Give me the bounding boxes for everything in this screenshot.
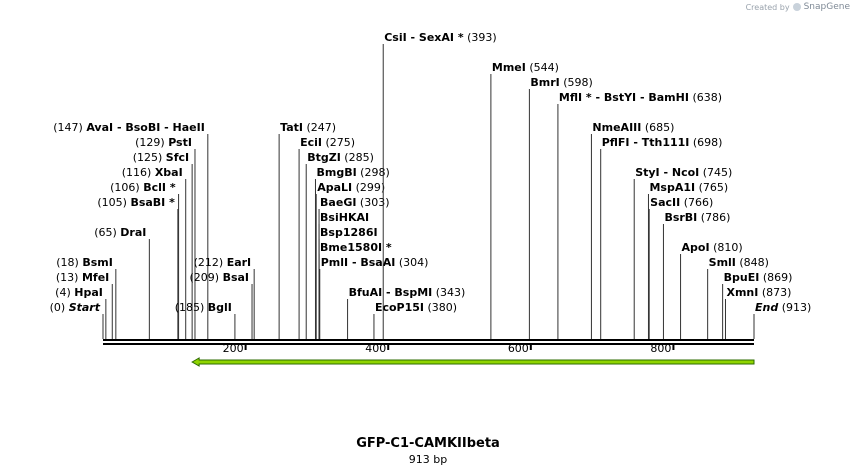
site-ecop15i-label: EcoP15I (380) bbox=[375, 301, 457, 314]
site-sacii-label: SacII (766) bbox=[650, 196, 713, 209]
site-bme1580i-label: Bme1580I * bbox=[320, 241, 392, 254]
plasmid-name: GFP-C1-CAMKIIbeta bbox=[356, 436, 500, 451]
plasmid-length: 913 bp bbox=[408, 453, 448, 466]
site-eari-label: (212) EarI bbox=[194, 256, 252, 269]
site-bmgbi-label: BmgBI (298) bbox=[316, 166, 389, 179]
site-mspa1i-label: MspA1I (765) bbox=[649, 181, 728, 194]
site-bgli-label: (185) BglI bbox=[175, 301, 232, 314]
site-ecii-label: EciI (275) bbox=[300, 136, 355, 149]
site-psti-label: (129) PstI bbox=[135, 136, 192, 149]
site-end-label: End (913) bbox=[755, 301, 811, 314]
site-bsai-label: (209) BsaI bbox=[189, 271, 249, 284]
site-nmeaiii-label: NmeAIII (685) bbox=[592, 121, 674, 134]
site-bpuei-label: BpuEI (869) bbox=[724, 271, 793, 284]
site-start-label: (0) Start bbox=[50, 301, 101, 314]
feature-arrow bbox=[191, 357, 755, 367]
site-bmri-label: BmrI (598) bbox=[530, 76, 592, 89]
watermark-created-by: Created by bbox=[745, 2, 790, 12]
axis-tick-label: 600 bbox=[508, 342, 529, 355]
axis-tick-label: 800 bbox=[650, 342, 671, 355]
site-bsrbi-label: BsrBI (786) bbox=[664, 211, 730, 224]
site-mfli-label: MflI * - BstYI - BamHI (638) bbox=[559, 91, 722, 104]
site-apali-label: ApaLI (299) bbox=[317, 181, 385, 194]
site-pmli-label: PmlI - BsaAI (304) bbox=[321, 256, 429, 269]
site-bsihkai-label: BsiHKAI bbox=[320, 211, 369, 224]
site-drai-label: (65) DraI bbox=[94, 226, 146, 239]
site-csii-label: CsiI - SexAI * (393) bbox=[384, 31, 496, 44]
site-mmei-label: MmeI (544) bbox=[492, 61, 559, 74]
site-apoi-label: ApoI (810) bbox=[682, 241, 743, 254]
site-btgzi-label: BtgZI (285) bbox=[307, 151, 374, 164]
site-baegi-label: BaeGI (303) bbox=[320, 196, 389, 209]
site-bsabi-label: (105) BsaBI * bbox=[97, 196, 175, 209]
site-tati-label: TatI (247) bbox=[280, 121, 336, 134]
site-xmni-label: XmnI (873) bbox=[726, 286, 791, 299]
site-mfei-label: (13) MfeI bbox=[56, 271, 109, 284]
watermark-brand: SnapGene bbox=[803, 2, 850, 12]
site-bsmi-label: (18) BsmI bbox=[56, 256, 113, 269]
site-avai-label: (147) AvaI - BsoBI - HaeII bbox=[53, 121, 205, 134]
site-bfuai-label: BfuAI - BspMI (343) bbox=[349, 286, 466, 299]
site-bcli-label: (106) BclI * bbox=[110, 181, 176, 194]
site-smli-label: SmlI (848) bbox=[709, 256, 769, 269]
site-xbai-label: (116) XbaI bbox=[122, 166, 183, 179]
axis-tick-label: 400 bbox=[365, 342, 386, 355]
site-pflfi-label: PflFI - Tth111I (698) bbox=[602, 136, 723, 149]
site-sfci-label: (125) SfcI bbox=[133, 151, 189, 164]
snapgene-logo-icon bbox=[792, 3, 801, 11]
site-hpai-label: (4) HpaI bbox=[55, 286, 103, 299]
site-styi-label: StyI - NcoI (745) bbox=[635, 166, 732, 179]
axis-tick-label: 200 bbox=[223, 342, 244, 355]
snapgene-watermark: Created by SnapGene bbox=[746, 2, 850, 12]
site-bsp1286i-label: Bsp1286I bbox=[320, 226, 378, 239]
